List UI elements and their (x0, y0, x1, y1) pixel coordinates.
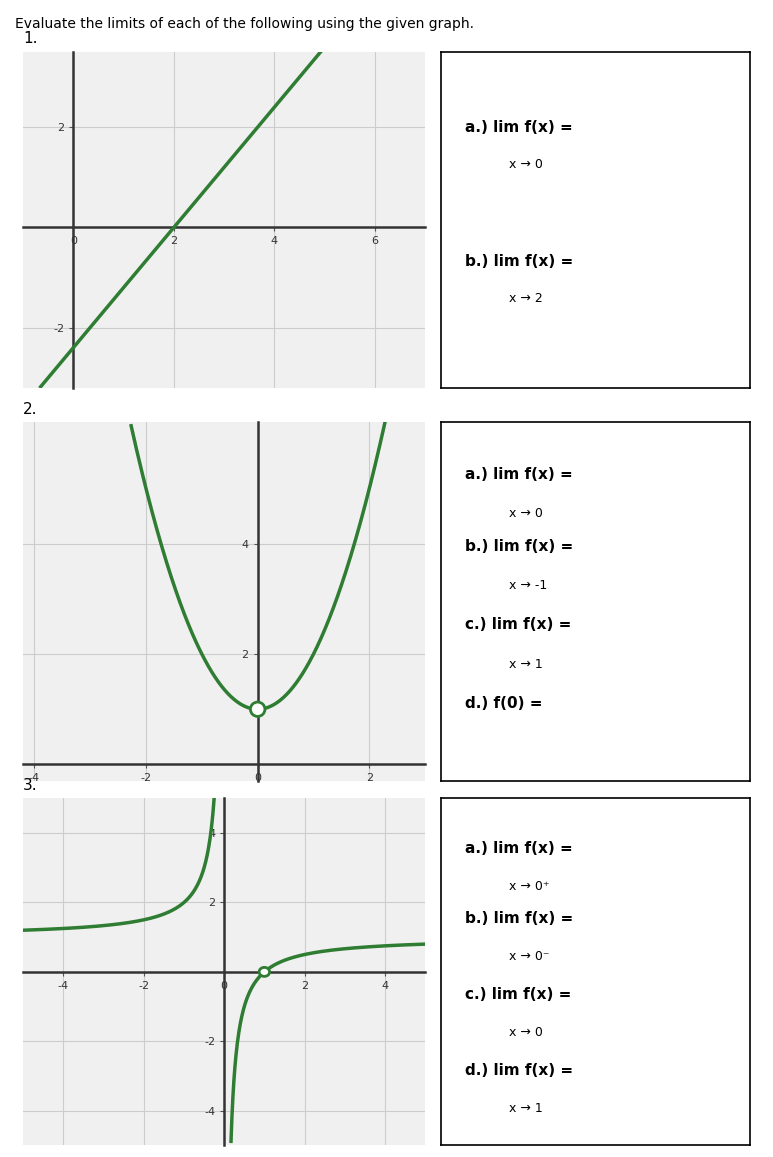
Text: 2.: 2. (23, 401, 38, 417)
Text: b.) lim f(x) =: b.) lim f(x) = (465, 255, 574, 270)
Text: x → 0: x → 0 (509, 159, 543, 171)
Text: x → -1: x → -1 (509, 578, 547, 592)
Text: x → 2: x → 2 (509, 293, 543, 305)
Text: x → 1: x → 1 (509, 1103, 543, 1115)
Text: d.) f(0) =: d.) f(0) = (465, 697, 543, 712)
Text: x → 0⁻: x → 0⁻ (509, 950, 549, 963)
Text: 3.: 3. (23, 778, 38, 793)
Text: x → 0: x → 0 (509, 1026, 543, 1039)
Text: x → 0⁺: x → 0⁺ (509, 880, 549, 893)
Text: 1.: 1. (23, 31, 38, 46)
Text: b.) lim f(x) =: b.) lim f(x) = (465, 538, 574, 553)
Text: Evaluate the limits of each of the following using the given graph.: Evaluate the limits of each of the follo… (15, 17, 475, 31)
Text: c.) lim f(x) =: c.) lim f(x) = (465, 987, 572, 1002)
Text: b.) lim f(x) =: b.) lim f(x) = (465, 911, 574, 926)
Text: x → 1: x → 1 (509, 658, 543, 671)
Circle shape (250, 702, 265, 716)
Text: a.) lim f(x) =: a.) lim f(x) = (465, 466, 573, 481)
Circle shape (259, 967, 270, 977)
Text: a.) lim f(x) =: a.) lim f(x) = (465, 841, 573, 856)
Text: c.) lim f(x) =: c.) lim f(x) = (465, 618, 572, 633)
Text: x → 0: x → 0 (509, 507, 543, 521)
Text: a.) lim f(x) =: a.) lim f(x) = (465, 120, 573, 135)
Text: d.) lim f(x) =: d.) lim f(x) = (465, 1063, 574, 1078)
